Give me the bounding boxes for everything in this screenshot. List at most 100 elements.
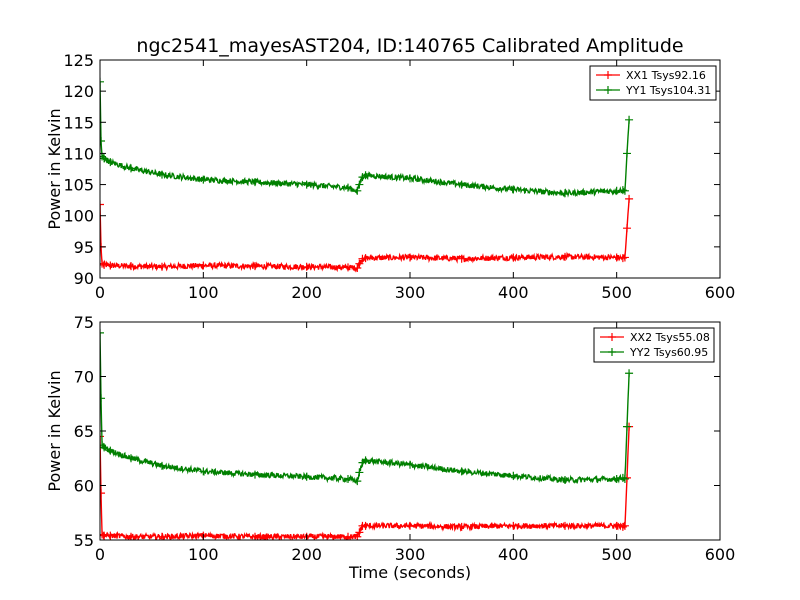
data-point — [100, 260, 109, 269]
data-point — [127, 262, 135, 271]
series-yy2 — [100, 328, 634, 486]
data-point — [353, 532, 362, 540]
data-point — [618, 522, 627, 531]
data-point — [457, 522, 466, 531]
data-point — [106, 158, 115, 167]
data-point — [251, 262, 259, 271]
legend-item: YY2 Tsys60.95 — [600, 346, 708, 359]
data-point — [618, 186, 627, 195]
x-tick-label: 300 — [395, 283, 426, 302]
data-point — [406, 253, 414, 262]
data-point — [100, 259, 107, 268]
data-point — [100, 432, 104, 441]
y-tick-label: 100 — [63, 207, 94, 226]
data-point — [199, 261, 208, 270]
data-point — [509, 253, 518, 262]
data-point — [353, 264, 362, 273]
legend-marker — [604, 71, 612, 79]
series-yy1 — [100, 77, 634, 198]
y-tick-label: 55 — [74, 531, 94, 550]
data-point — [561, 189, 569, 198]
data-point — [625, 194, 634, 203]
data-point — [353, 186, 362, 195]
data-point — [100, 136, 106, 145]
x-tick-label: 200 — [291, 283, 322, 302]
data-point — [625, 369, 634, 378]
data-point — [158, 532, 166, 540]
y-tick-label: 120 — [63, 82, 94, 101]
data-point — [361, 171, 370, 180]
data-point — [106, 261, 115, 270]
data-point — [127, 164, 135, 173]
data-point — [620, 474, 629, 483]
data-point — [106, 531, 115, 540]
legend-box — [593, 327, 715, 363]
data-point — [618, 254, 627, 263]
y-tick-label: 95 — [74, 238, 94, 257]
legend-marker — [604, 86, 612, 94]
data-point — [361, 254, 370, 263]
data-point — [251, 178, 259, 187]
data-point — [344, 532, 352, 540]
data-point — [199, 467, 208, 476]
data-point — [457, 467, 466, 476]
x-tick-label: 200 — [291, 545, 322, 564]
legend-label: XX2 Tsys55.08 — [630, 331, 710, 344]
panels: 0 100 200 300 400 500 600909510010511011512012… — [45, 51, 735, 582]
data-point — [199, 175, 208, 184]
data-point — [612, 521, 621, 530]
data-point — [612, 253, 621, 262]
legend: XX1 Tsys92.16 YY1 Tsys104.31 — [589, 65, 717, 101]
legend-item: XX2 Tsys55.08 — [600, 331, 710, 344]
data-point — [302, 262, 311, 271]
data-point — [100, 77, 104, 86]
data-point — [100, 394, 106, 403]
x-tick-label: 300 — [395, 545, 426, 564]
y-tick-label: 60 — [74, 477, 94, 496]
legend-marker — [608, 348, 616, 356]
data-point — [561, 521, 569, 530]
data-point — [625, 115, 634, 124]
data-point — [100, 328, 104, 337]
x-tick-label: 400 — [498, 545, 529, 564]
data-point — [355, 259, 364, 268]
data-point — [344, 183, 352, 192]
data-point — [406, 460, 414, 469]
data-point — [457, 180, 466, 189]
x-tick-label: 600 — [705, 545, 736, 564]
x-tick-label: 100 — [188, 283, 219, 302]
data-point — [612, 186, 621, 195]
data-point — [623, 422, 631, 431]
y-tick-label: 65 — [74, 422, 94, 441]
y-tick-label: 90 — [74, 269, 94, 288]
series-xx2 — [100, 422, 634, 540]
data-point — [302, 180, 311, 189]
x-tick-label: 500 — [601, 545, 632, 564]
x-tick-label: 600 — [705, 283, 736, 302]
x-tick-label: 0 — [95, 545, 105, 564]
data-point — [100, 489, 106, 498]
data-point — [127, 454, 135, 463]
data-point — [158, 461, 166, 470]
y-tick-label: 70 — [74, 368, 94, 387]
data-point — [623, 224, 631, 233]
x-axis-label: Time (seconds) — [348, 563, 471, 582]
series-xx1 — [100, 194, 634, 273]
data-point — [620, 186, 629, 195]
data-point — [302, 472, 311, 481]
data-point — [158, 262, 166, 271]
data-point — [620, 253, 629, 262]
legend: XX2 Tsys55.08 YY2 Tsys60.95 — [593, 327, 715, 363]
legend-label: YY1 Tsys104.31 — [625, 84, 711, 97]
data-point — [158, 170, 166, 179]
data-point — [355, 180, 364, 189]
figure-title: ngc2541_mayesAST204, ID:140765 Calibrate… — [136, 35, 683, 57]
legend-box — [589, 65, 717, 101]
data-point — [509, 185, 518, 194]
panel-2: 0 100 200 300 400 500 600 55 60 65 70 75 Power in Ke… — [45, 313, 735, 582]
data-point — [561, 476, 569, 485]
x-tick-label: 100 — [188, 545, 219, 564]
data-point — [100, 154, 109, 163]
x-tick-label: 500 — [601, 283, 632, 302]
